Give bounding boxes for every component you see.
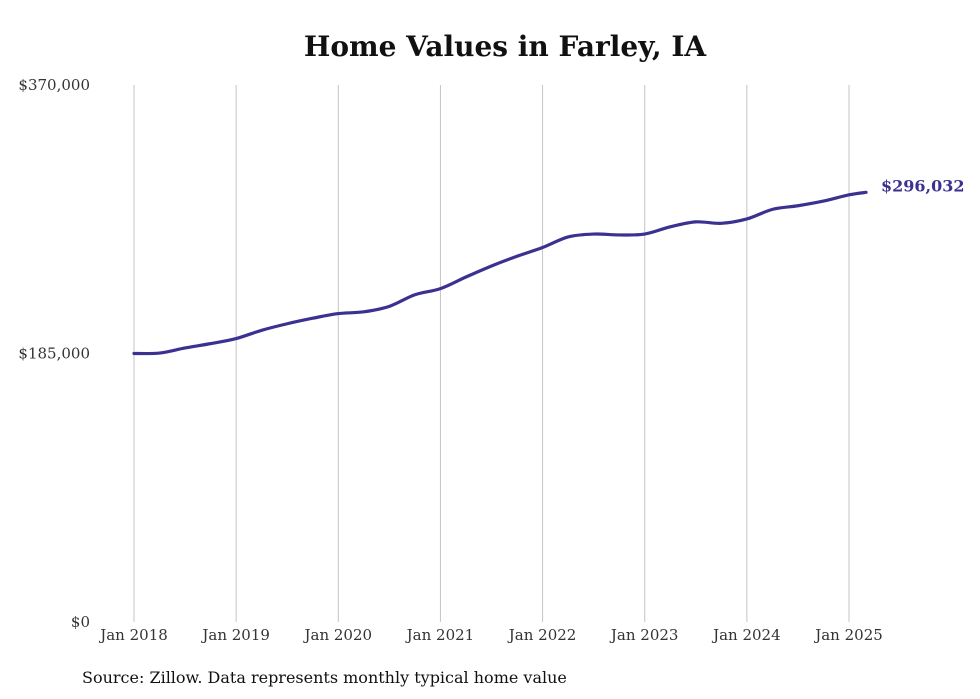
x-tick-label: Jan 2022 — [507, 626, 577, 644]
chart-title: Home Values in Farley, IA — [303, 30, 707, 63]
y-tick-label: $0 — [71, 613, 90, 631]
y-tick-label: $370,000 — [18, 76, 90, 94]
grid-lines — [133, 85, 850, 622]
y-axis-ticks: $0 $185,000 $370,000 — [18, 76, 90, 631]
source-note: Source: Zillow. Data represents monthly … — [82, 668, 567, 687]
x-tick-label: Jan 2024 — [711, 626, 781, 644]
x-tick-label: Jan 2019 — [200, 626, 270, 644]
x-axis-ticks: Jan 2018 Jan 2019 Jan 2020 Jan 2021 Jan 2022… — [98, 626, 883, 644]
y-tick-label: $185,000 — [18, 345, 90, 363]
end-value-label: $296,032 — [881, 176, 965, 195]
home-value-line — [132, 190, 868, 356]
x-tick-label: Jan 2020 — [303, 626, 373, 644]
x-tick-label: Jan 2023 — [609, 626, 679, 644]
x-tick-label: Jan 2021 — [405, 626, 475, 644]
x-tick-label: Jan 2018 — [98, 626, 168, 644]
x-tick-label: Jan 2025 — [813, 626, 883, 644]
